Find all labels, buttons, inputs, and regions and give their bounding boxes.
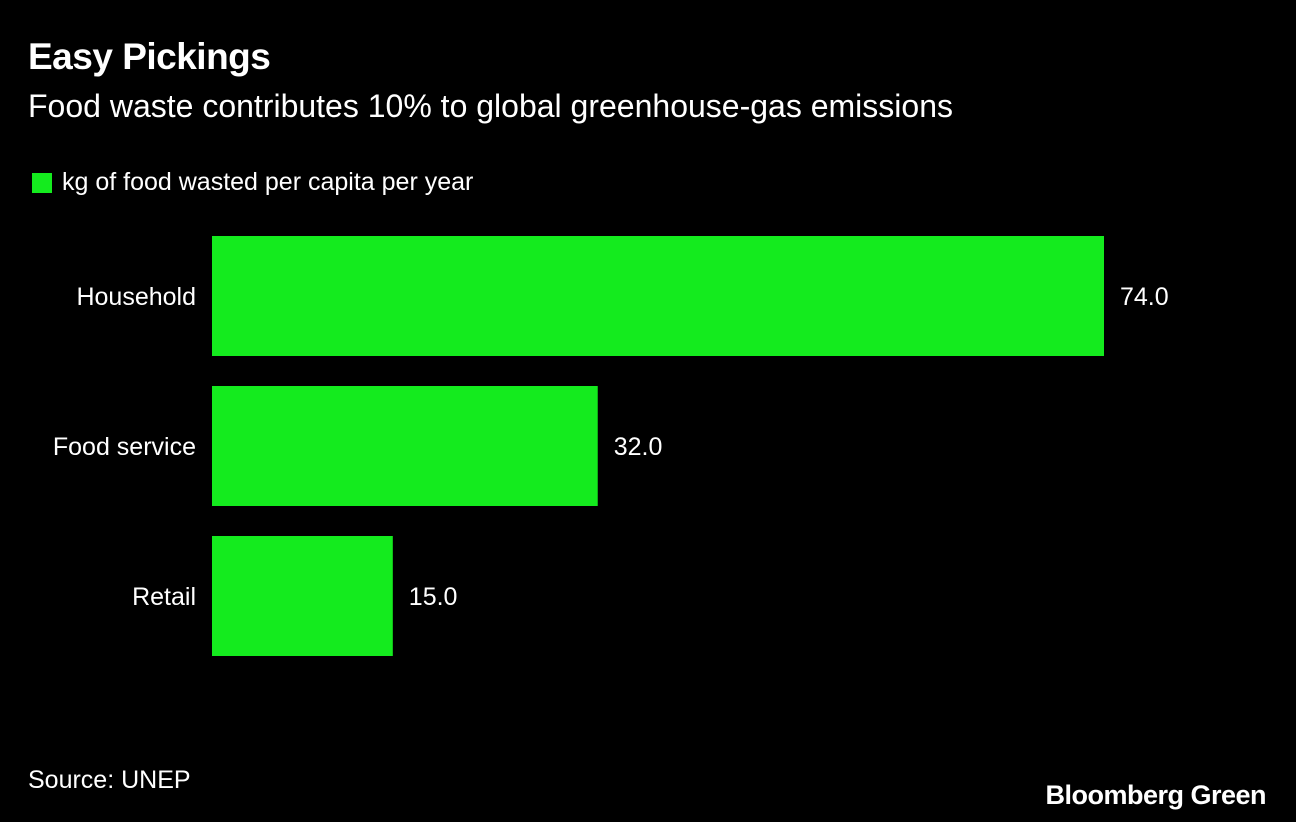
category-label: Household: [76, 283, 196, 311]
chart-subtitle: Food waste contributes 10% to global gre…: [28, 88, 953, 124]
bar-retail: [212, 536, 393, 656]
legend-label: kg of food wasted per capita per year: [62, 168, 474, 196]
bar-food-service: [212, 386, 598, 506]
data-label: 74.0: [1120, 283, 1169, 311]
chart-title: Easy Pickings: [28, 36, 271, 77]
bloomberg-green-logo: Bloomberg Green: [1045, 780, 1266, 810]
data-label: 15.0: [409, 583, 458, 611]
category-label: Retail: [132, 583, 196, 611]
source-note: Source: UNEP: [28, 766, 191, 794]
bar-household: [212, 236, 1104, 356]
legend: kg of food wasted per capita per year: [32, 168, 473, 197]
category-label: Food service: [53, 433, 196, 461]
legend-swatch: [32, 172, 52, 193]
data-label: 32.0: [614, 433, 663, 461]
